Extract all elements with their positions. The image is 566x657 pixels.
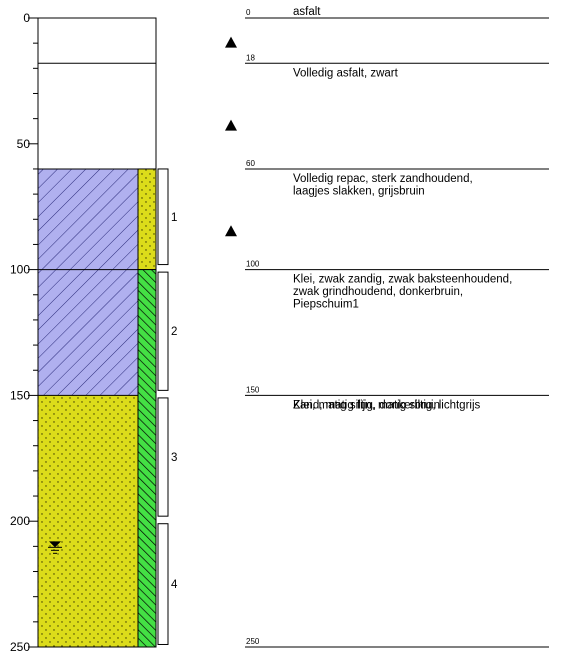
triangle-up-icon (225, 36, 237, 48)
soil-layer (38, 63, 156, 169)
sample-box (157, 271, 169, 391)
axis-label: 0 (23, 11, 30, 25)
description-text: Klei, matig siltig, donkerbruin (293, 399, 440, 411)
soil-column (37, 17, 157, 648)
triangle-up-icon (225, 119, 237, 131)
triangle-up-icon (225, 225, 237, 237)
markers (48, 36, 237, 554)
admixture-strip (137, 269, 157, 648)
description-text: laagjes slakken, grijsbruin (293, 185, 425, 197)
sample-label: 4 (171, 579, 178, 591)
sample-label: 3 (171, 452, 177, 464)
axis-label: 50 (17, 137, 31, 151)
groundwater-icon (49, 541, 61, 548)
description-text: asfalt (293, 6, 321, 18)
layer-descriptions: 0 asfalt 18 Volledig asfalt, zwart 60 Volledi… (245, 6, 549, 648)
depth-label: 18 (246, 53, 255, 62)
soil-layer (38, 18, 156, 64)
description-text: Zand, matig fijn, matig siltig, lichtgri… (293, 399, 481, 411)
sample-box (157, 523, 169, 645)
admixture-column (137, 168, 157, 648)
soil-layer (38, 269, 138, 396)
description-text: Piepschuim1 (293, 299, 359, 311)
depth-label: 0 (246, 8, 251, 17)
sample-column: 1 2 3 4 (157, 168, 178, 645)
description-text: Volledig asfalt, zwart (293, 67, 399, 79)
axis-label: 150 (10, 388, 30, 402)
sample-label: 1 (171, 212, 177, 224)
soil-layer (38, 395, 138, 647)
sample-label: 2 (171, 326, 177, 338)
axis-label: 100 (10, 263, 30, 277)
axis-label: 250 (10, 640, 30, 654)
description-text: Klei, zwak zandig, zwak baksteenhoudend, (293, 274, 512, 286)
depth-label: 150 (246, 385, 260, 394)
depth-label: 60 (246, 159, 255, 168)
axis-label: 200 (10, 514, 30, 528)
depth-axis: 0 50 100 150 200 250 (10, 11, 38, 654)
depth-label: 250 (246, 637, 260, 646)
admixture-strip (137, 168, 157, 271)
depth-label: 100 (246, 260, 260, 269)
sample-box (157, 168, 169, 266)
sample-box (157, 397, 169, 517)
description-text: zwak grindhoudend, donkerbruin, (293, 286, 463, 298)
soil-layer (38, 168, 138, 270)
description-text: Volledig repac, sterk zandhoudend, (293, 173, 473, 185)
